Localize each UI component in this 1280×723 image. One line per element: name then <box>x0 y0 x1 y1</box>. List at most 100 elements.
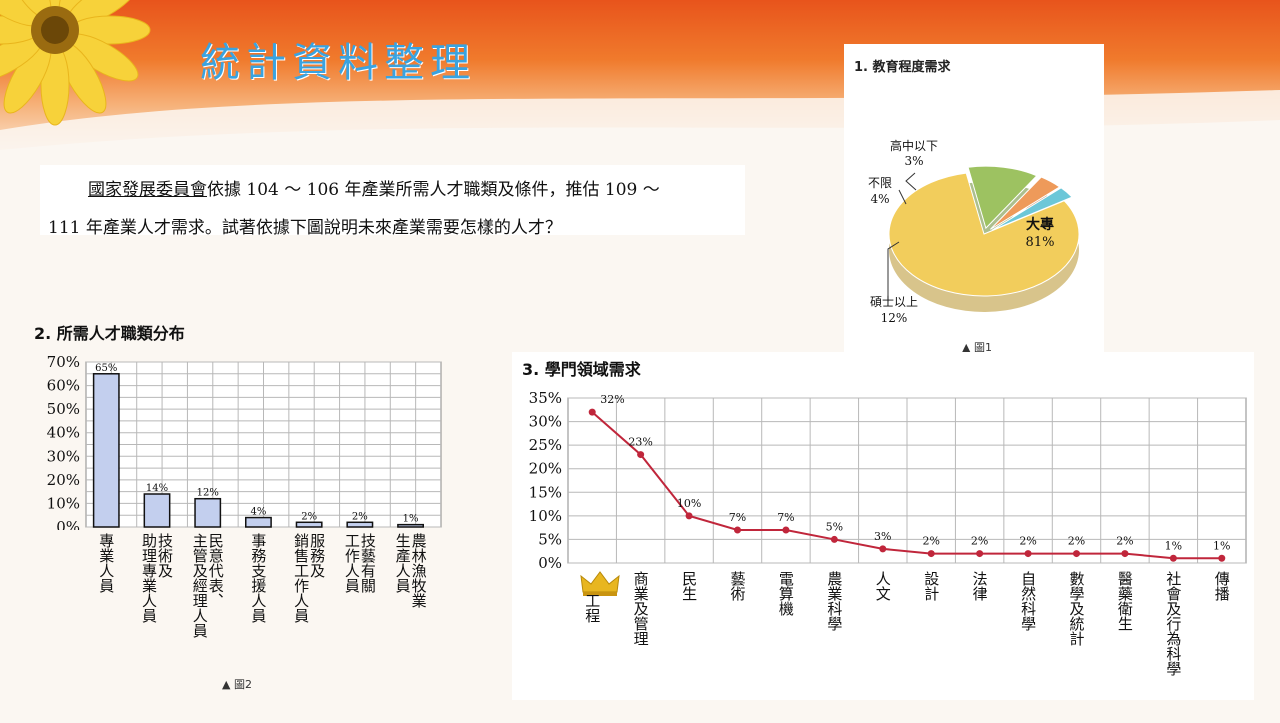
bar-1 <box>143 493 171 528</box>
line-data-label: 7% <box>729 511 746 524</box>
line-point-3 <box>734 526 741 534</box>
line-point-6 <box>879 545 887 553</box>
line-chart-panel: 3. 學門領域需求 0% 5% 10% 15% 20% 25% 30% 35% 32% 23% 10… <box>512 352 1254 700</box>
line-x-label: 農業科學 <box>825 571 844 631</box>
line-x-label: 醫藥衛生 <box>1115 571 1134 631</box>
line-x-label: 民生 <box>680 571 699 601</box>
line-data-label: 3% <box>874 530 891 543</box>
bar-y-tick: 40% <box>47 424 80 442</box>
bar-5 <box>346 521 374 528</box>
bar-x-label: 技藝有關 工作人員 <box>342 533 377 593</box>
line-x-label: 數學及統計 <box>1067 571 1086 646</box>
line-y-tick: 5% <box>538 530 562 548</box>
pie-slice-name-0: 大專 <box>1026 216 1054 233</box>
bar-x-label: 服務及 銷售工作人員 <box>292 533 327 623</box>
line-data-label: 2% <box>1068 535 1085 548</box>
pie-slice-label-0: 81% <box>1026 235 1055 250</box>
line-point-11 <box>1121 550 1129 558</box>
pie-chart-title: 1. 教育程度需求 <box>854 60 951 75</box>
line-x-label: 電算機 <box>776 571 795 616</box>
line-point-1 <box>637 451 645 459</box>
line-point-7 <box>927 550 935 558</box>
line-data-label: 2% <box>1116 535 1133 548</box>
bar-chart: 0% 10% 20% 30% 40% 50% 60% 70% 65% 14% 12% 4% 2% 2% 1% <box>47 353 442 530</box>
bar-0 <box>92 373 120 528</box>
question-line-1: 國家發展委員會依據 104 ～ 106 年產業所需人才職類及條件，推估 109 … <box>88 180 660 200</box>
line-data-label: 2% <box>971 535 988 548</box>
pie-chart-panel: 1. 教育程度需求 大專 81% 碩士以上 12% 不限 4% 高中以下 3% … <box>844 44 1104 354</box>
line-y-tick: 25% <box>529 436 562 454</box>
pie-slice-label-3: 3% <box>904 154 923 168</box>
line-x-label: 人文 <box>873 571 892 601</box>
line-data-label: 32% <box>600 393 624 406</box>
bar-4 <box>295 521 323 528</box>
line-point-13 <box>1218 554 1226 562</box>
bar-6 <box>397 523 424 528</box>
leader-line-master <box>887 241 900 302</box>
line-x-label: 設計 <box>922 571 941 601</box>
line-data-label: 2% <box>1019 535 1036 548</box>
pie-slice-1 <box>967 165 1038 230</box>
line-data-label: 1% <box>1165 539 1182 552</box>
line-x-label: 商業及管理 <box>631 571 650 646</box>
slide-title: 統計資料整理 <box>200 40 476 86</box>
line-x-label: 傳播 <box>1212 571 1231 601</box>
line-point-5 <box>830 535 838 543</box>
line-data-label: 5% <box>826 520 843 533</box>
line-y-tick: 35% <box>529 389 562 407</box>
line-point-0 <box>588 408 596 416</box>
bar-y-tick: 60% <box>47 377 80 395</box>
bar-data-label: 2% <box>352 511 368 522</box>
bar-x-label: 事務支援人員 <box>249 533 268 623</box>
line-data-label: 7% <box>777 511 794 524</box>
pie-slice-name-3: 高中以下 <box>890 138 938 153</box>
line-y-tick: 20% <box>529 460 562 478</box>
pie-chart: 大專 81% 碩士以上 12% 不限 4% 高中以下 3% <box>868 138 1080 325</box>
sunflower-decoration <box>0 0 151 126</box>
bar-chart-panel: 0% 10% 20% 30% 40% 50% 60% 70% 65% 14% 12% 4% 2% 2% 1%… <box>30 350 450 695</box>
pie-slice-label-2: 4% <box>870 192 889 206</box>
leader-line-hs <box>905 172 917 191</box>
line-series <box>591 411 1222 560</box>
bar-y-tick: 70% <box>47 353 80 371</box>
bar-data-label: 1% <box>403 514 419 525</box>
pie-slice-name-1: 碩士以上 <box>870 295 918 309</box>
line-data-label: 23% <box>628 436 652 449</box>
line-chart-title: 3. 學門領域需求 <box>522 360 641 379</box>
line-y-tick: 0% <box>538 554 562 572</box>
bar-caption: ▲ 圖2 <box>222 678 252 691</box>
bar-chart-title: 2. 所需人才職類分布 <box>34 324 185 343</box>
line-data-label: 1% <box>1213 539 1230 552</box>
bar-data-label: 4% <box>250 507 266 518</box>
line-x-label: 工程 <box>583 593 602 623</box>
question-line-2: 111 年產業人才需求。試著依據下圖說明未來產業需要怎樣的人才？ <box>48 218 562 238</box>
bar-data-label: 14% <box>146 483 168 494</box>
line-data-label: 2% <box>922 535 939 548</box>
bar-y-tick: 20% <box>47 471 80 489</box>
leader-line-none <box>898 189 907 205</box>
pie-caption: ▲ 圖1 <box>962 341 992 354</box>
bar-3 <box>245 516 272 528</box>
line-point-8 <box>976 550 984 558</box>
bar-y-tick: 0% <box>56 518 80 530</box>
pie-slice-label-1: 12% <box>881 311 908 325</box>
line-x-label: 法律 <box>970 571 989 601</box>
bar-data-label: 65% <box>95 363 117 374</box>
line-point-4 <box>782 526 790 534</box>
bar-x-label: 農林漁牧業 生產人員 <box>393 533 428 608</box>
bar-x-label: 民意代表、 主管及經理人員 <box>190 533 225 638</box>
line-x-label: 社會及行為科學 <box>1164 571 1183 676</box>
line-point-12 <box>1169 554 1177 562</box>
line-data-label: 10% <box>677 497 701 510</box>
bar-2 <box>194 497 222 528</box>
line-point-9 <box>1024 550 1032 558</box>
source-agency: 國家發展委員會 <box>88 180 207 200</box>
line-point-2 <box>685 512 693 520</box>
bar-y-tick: 50% <box>47 400 80 418</box>
question-box: 國家發展委員會依據 104 ～ 106 年產業所需人才職類及條件，推估 109 … <box>40 165 745 238</box>
bar-data-label: 2% <box>301 511 317 522</box>
line-x-label: 藝術 <box>728 571 747 601</box>
bar-x-label: 專業人員 <box>97 533 116 593</box>
line-y-tick: 10% <box>529 507 562 525</box>
line-y-tick: 30% <box>529 413 562 431</box>
